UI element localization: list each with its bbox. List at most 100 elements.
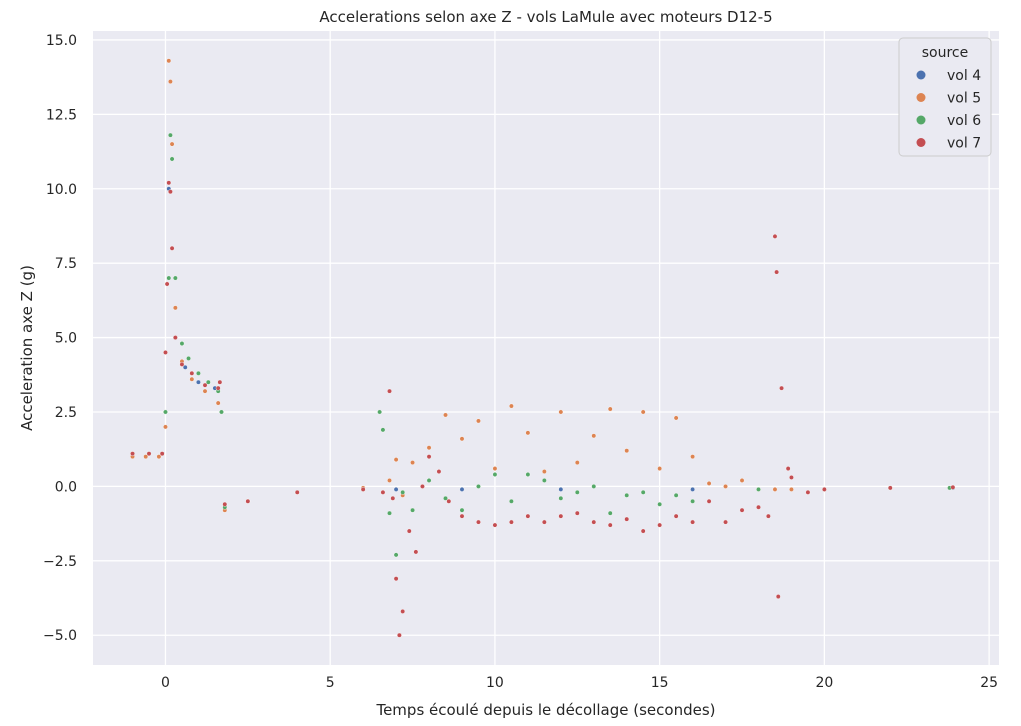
y-tick-label: 15.0 [46, 33, 77, 49]
data-point [459, 513, 465, 519]
data-point [459, 507, 465, 513]
data-point [509, 403, 514, 409]
data-point [387, 510, 392, 516]
tick-labels: 0 5 10 15 20 25 −5.0 −2.5 0.0 2.5 5.0 7.5 10.0 12.5 15… [43, 33, 998, 691]
data-point [172, 335, 178, 340]
x-tick-label: 15 [651, 675, 669, 691]
data-point [476, 418, 481, 424]
series-vol-5 [130, 58, 952, 513]
data-point [189, 370, 195, 376]
data-point [443, 412, 448, 418]
data-point [723, 484, 728, 489]
series-vol-7 [130, 180, 956, 638]
data-point [179, 341, 185, 346]
data-point [640, 528, 646, 534]
data-point [169, 141, 175, 147]
data-point [673, 492, 679, 498]
data-point [624, 516, 630, 522]
data-point [690, 486, 696, 492]
data-point [756, 486, 761, 492]
data-point [380, 489, 386, 495]
data-point [525, 513, 531, 519]
data-point [657, 522, 663, 528]
data-point [196, 370, 201, 376]
data-point [205, 379, 211, 385]
data-point [202, 388, 208, 394]
data-point [217, 379, 223, 385]
data-point [558, 486, 564, 492]
data-point [558, 409, 564, 415]
data-point [492, 466, 498, 471]
data-point [775, 594, 781, 599]
data-point [558, 495, 564, 501]
data-point [805, 489, 811, 495]
y-tick-label: 10.0 [46, 182, 77, 198]
data-point [163, 409, 168, 415]
data-point [607, 406, 613, 412]
data-point [169, 156, 175, 162]
data-point [393, 552, 399, 558]
x-tick-label: 20 [815, 675, 833, 691]
data-point [406, 528, 412, 534]
x-tick-label: 5 [326, 675, 335, 691]
data-point [164, 281, 170, 287]
scatter-marks [130, 58, 956, 638]
data-point [396, 632, 402, 638]
data-point [492, 522, 498, 528]
data-point [182, 364, 188, 370]
data-point [146, 451, 152, 457]
data-point [446, 498, 452, 504]
legend-marker [916, 138, 926, 147]
data-point [156, 454, 162, 460]
data-point [607, 522, 613, 528]
data-point [492, 472, 498, 477]
x-tick-label: 25 [980, 675, 998, 691]
data-point [673, 415, 679, 421]
legend-box [898, 37, 992, 157]
data-point [410, 460, 415, 465]
data-point [163, 424, 168, 430]
data-point [436, 469, 442, 474]
data-point [163, 350, 168, 355]
legend-title: source [922, 45, 969, 61]
data-point [420, 484, 425, 489]
data-point [390, 495, 396, 501]
data-point [426, 478, 432, 483]
data-point [887, 485, 893, 491]
data-point [756, 504, 761, 510]
y-axis-label: Acceleration axe Z (g) [18, 265, 36, 431]
data-point [509, 498, 514, 504]
data-point [640, 409, 646, 415]
data-point [215, 385, 221, 391]
data-point [624, 492, 630, 498]
data-point [166, 275, 172, 281]
data-point [821, 486, 827, 492]
data-point [640, 489, 646, 495]
data-point [574, 510, 580, 516]
data-point [393, 486, 399, 492]
data-point [476, 484, 481, 489]
legend-marker [916, 93, 926, 102]
data-point [739, 478, 745, 483]
data-point [159, 451, 165, 457]
data-point [706, 481, 712, 486]
data-point [657, 466, 663, 471]
data-point [525, 472, 531, 477]
y-tick-label: 5.0 [55, 331, 77, 347]
data-point [765, 513, 771, 519]
data-point [690, 498, 696, 504]
y-tick-label: 7.5 [55, 256, 77, 272]
data-point [168, 79, 173, 85]
data-point [772, 233, 778, 239]
x-tick-label: 0 [161, 675, 170, 691]
data-point [772, 486, 778, 492]
data-point [541, 478, 547, 483]
data-point [607, 510, 613, 516]
y-tick-label: −5.0 [43, 628, 77, 644]
data-point [189, 376, 195, 382]
data-point [624, 448, 630, 454]
data-point [509, 519, 514, 525]
legend-label: vol 5 [947, 91, 981, 107]
